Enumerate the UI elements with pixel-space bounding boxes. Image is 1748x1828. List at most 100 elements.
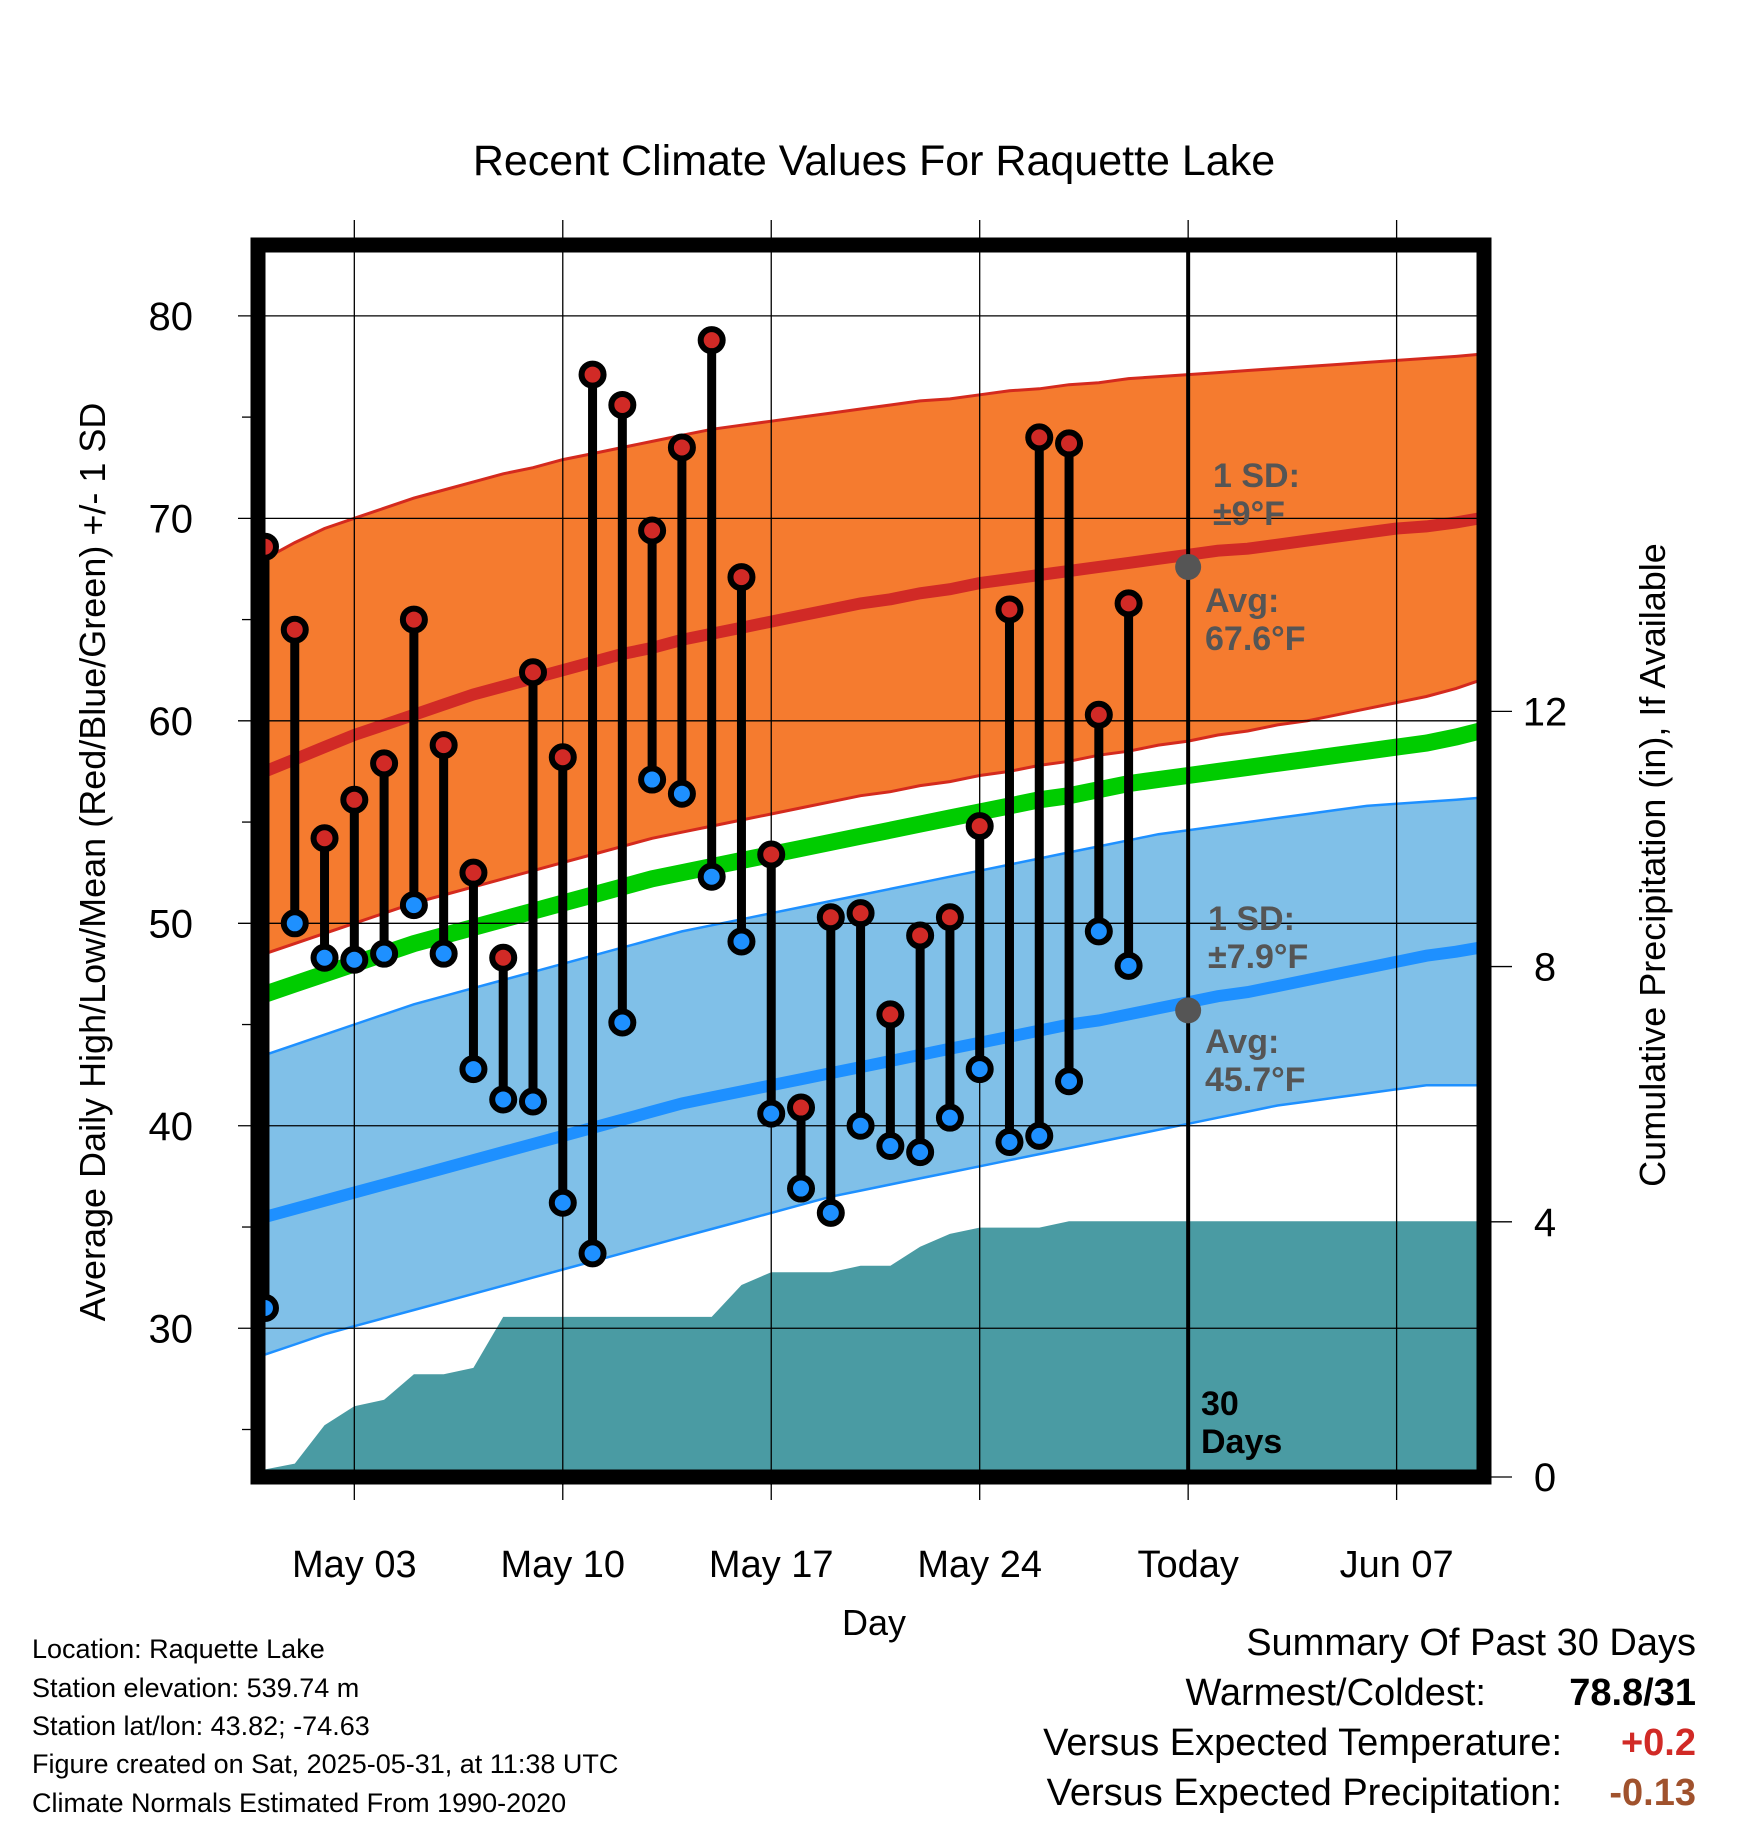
x-axis-label: Day: [842, 1602, 906, 1643]
low-avg-annotation-line: Avg:: [1205, 1023, 1279, 1061]
y-axis-label: Average Daily High/Low/Mean (Red/Blue/Gr…: [72, 403, 113, 1322]
daily-low-point: [608, 1008, 637, 1037]
high-sd-annotation-line: ±9°F: [1213, 495, 1285, 533]
low-sd-lower-line: [264, 1084, 1480, 1356]
x-tick-label: Jun 07: [1340, 1544, 1454, 1586]
daily-low-point: [638, 765, 667, 794]
daily-high-point: [518, 658, 547, 687]
daily-high-point: [995, 595, 1024, 624]
daily-low-point: [1084, 917, 1113, 946]
daily-high-point: [965, 812, 994, 841]
daily-high-point: [667, 433, 696, 462]
daily-high-point: [310, 824, 339, 853]
daily-high-point: [757, 840, 786, 869]
y-tick-label: 80: [149, 295, 194, 339]
daily-high-point: [787, 1093, 816, 1122]
daily-high-point: [1084, 700, 1113, 729]
y-tick-label: 50: [149, 902, 194, 946]
daily-low-point: [1025, 1121, 1054, 1150]
daily-low-point: [667, 779, 696, 808]
daily-high-point: [489, 943, 518, 972]
x-tick-label: May 10: [500, 1544, 625, 1586]
daily-high-point: [429, 731, 458, 760]
y2-tick-label: 8: [1534, 946, 1556, 990]
daily-high-point: [280, 615, 309, 644]
high-avg-annotation-line: 67.6°F: [1205, 620, 1306, 658]
daily-high-point: [1114, 589, 1143, 618]
daily-high-point: [935, 903, 964, 932]
low-sd-annotation-line: ±7.9°F: [1208, 938, 1308, 976]
warmest-coldest-label: Warmest/Coldest:: [1185, 1672, 1486, 1714]
high-mean-line: [262, 512, 1480, 777]
daily-low-point: [578, 1239, 607, 1268]
low-avg-marker: [1175, 997, 1202, 1024]
daily-low-point: [459, 1055, 488, 1084]
daily-low-point: [489, 1085, 518, 1114]
daily-high-point: [816, 903, 845, 932]
info-location: Location: Raquette Lake: [32, 1634, 325, 1664]
summary-warmest-coldest: Warmest/Coldest: 78.8/31: [900, 1672, 1696, 1718]
cumulative-precip-area: [262, 1221, 1480, 1470]
daily-low-point: [310, 943, 339, 972]
daily-low-point: [846, 1111, 875, 1140]
daily-low-point: [697, 862, 726, 891]
summary-title: Summary Of Past 30 Days: [1246, 1622, 1696, 1664]
low-sd-upper-line: [264, 796, 1480, 1057]
precip-anomaly-value: -0.13: [1609, 1772, 1696, 1814]
daily-low-point: [995, 1127, 1024, 1156]
daily-high-point: [906, 921, 935, 950]
y-tick-label: 40: [149, 1105, 194, 1149]
y2-axis-label: Cumulative Precipitation (in), If Availa…: [1632, 543, 1673, 1187]
daily-high-point: [608, 390, 637, 419]
temp-anomaly-value: +0.2: [1620, 1722, 1696, 1764]
daily-high-point: [1055, 429, 1084, 458]
daily-low-point: [787, 1174, 816, 1203]
y-tick-label: 60: [149, 700, 194, 744]
high-sd-annotation: 1 SD: ±9°F: [1213, 457, 1300, 533]
summary-precip-anomaly: Versus Expected Precipitation: -0.13: [900, 1772, 1696, 1818]
low-sd-annotation-line: 1 SD:: [1208, 900, 1295, 938]
high-sd-upper-line: [264, 352, 1480, 561]
y2-tick-label: 12: [1523, 690, 1568, 734]
chart-title: Recent Climate Values For Raquette Lake: [473, 137, 1275, 185]
daily-high-point: [459, 858, 488, 887]
high-sd-lower-line: [264, 678, 1480, 956]
daily-high-point: [697, 326, 726, 355]
low-sd-band: [265, 797, 1480, 1355]
high-sd-annotation-line: 1 SD:: [1213, 457, 1300, 495]
info-normals: Climate Normals Estimated From 1990-2020: [32, 1788, 567, 1818]
daily-low-point: [518, 1087, 547, 1116]
daily-high-point: [846, 899, 875, 928]
warmest-coldest-value: 78.8/31: [1569, 1672, 1696, 1714]
high-avg-annotation: Avg: 67.6°F: [1205, 582, 1306, 658]
y2-tick-label: 4: [1534, 1201, 1556, 1245]
daily-low-point: [399, 891, 428, 920]
daily-low-point: [816, 1198, 845, 1227]
precip-anomaly-label: Versus Expected Precipitation:: [1046, 1772, 1562, 1814]
daily-low-point: [280, 909, 309, 938]
x-tick-label: May 03: [292, 1544, 417, 1586]
daily-low-point: [429, 939, 458, 968]
daily-high-point: [727, 563, 756, 592]
x-tick-label: May 17: [709, 1544, 834, 1586]
daily-low-point: [370, 939, 399, 968]
period-annotation-line: Days: [1201, 1423, 1282, 1461]
daily-low-point: [727, 927, 756, 956]
info-elevation: Station elevation: 539.74 m: [32, 1673, 360, 1703]
info-latlon: Station lat/lon: 43.82; -74.63: [32, 1711, 370, 1741]
daily-high-point: [578, 360, 607, 389]
daily-low-point: [548, 1188, 577, 1217]
daily-low-point: [340, 945, 369, 974]
daily-high-point: [1025, 423, 1054, 452]
daily-low-point: [757, 1099, 786, 1128]
period-annotation: 30 Days: [1201, 1385, 1282, 1461]
daily-high-point: [638, 516, 667, 545]
daily-low-point: [1114, 951, 1143, 980]
daily-low-point: [906, 1138, 935, 1167]
daily-low-point: [965, 1055, 994, 1084]
x-tick-label: May 24: [917, 1544, 1042, 1586]
period-annotation-line: 30: [1201, 1385, 1239, 1423]
daily-low-point: [935, 1103, 964, 1132]
daily-high-point: [370, 749, 399, 778]
